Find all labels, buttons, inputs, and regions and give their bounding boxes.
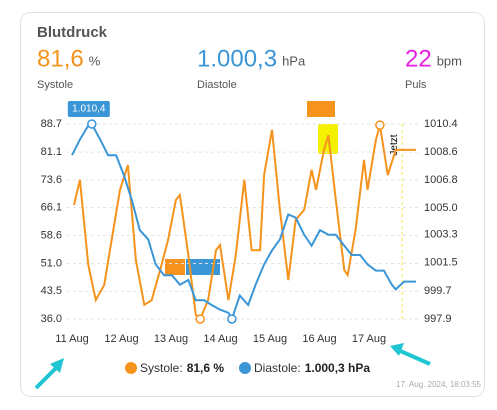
y2-tick-label: 1006.8 <box>424 174 458 186</box>
y-tick-label: 58.6 <box>41 229 62 241</box>
stat-unit: hPa <box>282 53 306 68</box>
x-tick-label: 13 Aug <box>154 333 188 345</box>
extreme-marker <box>375 120 385 130</box>
legend-label: Diastole: <box>254 361 301 375</box>
x-tick-label: 16 Aug <box>302 333 336 345</box>
x-tick-label: 17 Aug <box>352 333 386 345</box>
legend-label: Systole: <box>140 361 183 375</box>
stat-label: Puls <box>405 79 427 91</box>
x-tick-label: 15 Aug <box>253 333 287 345</box>
y2-tick-label: 1008.6 <box>424 146 458 158</box>
stat-label: Systole <box>37 79 73 91</box>
x-tick-label: 11 Aug <box>55 333 88 345</box>
annotation-box <box>307 101 335 117</box>
y2-tick-label: 1001.5 <box>424 257 458 269</box>
series-line <box>71 122 416 322</box>
y-tick-label: 81.1 <box>41 146 62 158</box>
y-tick-label: 66.1 <box>41 202 62 214</box>
extreme-marker <box>227 314 237 324</box>
legend-value: 81,6 % <box>187 361 225 375</box>
y2-tick-label: 997.9 <box>424 313 452 325</box>
stat-label: Diastole <box>197 79 237 91</box>
stat-unit: % <box>89 53 101 68</box>
y2-tick-label: 999.7 <box>424 285 452 297</box>
marker-label: 1.010,4 <box>72 104 106 115</box>
y-tick-label: 88.7 <box>41 118 62 130</box>
y-tick-label: 36.0 <box>41 313 62 325</box>
annotation-text: Jetzt <box>389 134 400 155</box>
y2-tick-label: 1005.0 <box>424 202 458 214</box>
stat-value: 81,6 <box>37 45 84 72</box>
legend-value: 1.000,3 hPa <box>305 361 371 375</box>
legend-swatch <box>239 362 251 374</box>
y2-tick-label: 1010.4 <box>424 118 458 130</box>
arrow <box>34 343 431 390</box>
y2-tick-label: 1003.3 <box>424 229 458 241</box>
x-tick-label: 14 Aug <box>203 333 237 345</box>
card-frame <box>20 12 485 397</box>
stat-value: 1.000,3 <box>197 45 277 72</box>
extreme-marker <box>195 314 205 324</box>
stat-unit: bpm <box>437 53 462 68</box>
y-tick-label: 43.5 <box>41 285 62 297</box>
y-tick-label: 73.6 <box>41 174 62 186</box>
series-line <box>73 124 416 321</box>
extreme-marker <box>87 119 97 129</box>
x-tick-label: 12 Aug <box>104 333 138 345</box>
stat-value: 22 <box>405 45 432 72</box>
y-tick-label: 51.0 <box>41 257 62 269</box>
marker-label-box <box>67 101 110 117</box>
legend-swatch <box>125 362 137 374</box>
timestamp: 17. Aug. 2024, 18:03:55 <box>396 380 482 389</box>
card-title: Blutdruck <box>37 24 108 41</box>
annotation-box <box>165 259 185 275</box>
